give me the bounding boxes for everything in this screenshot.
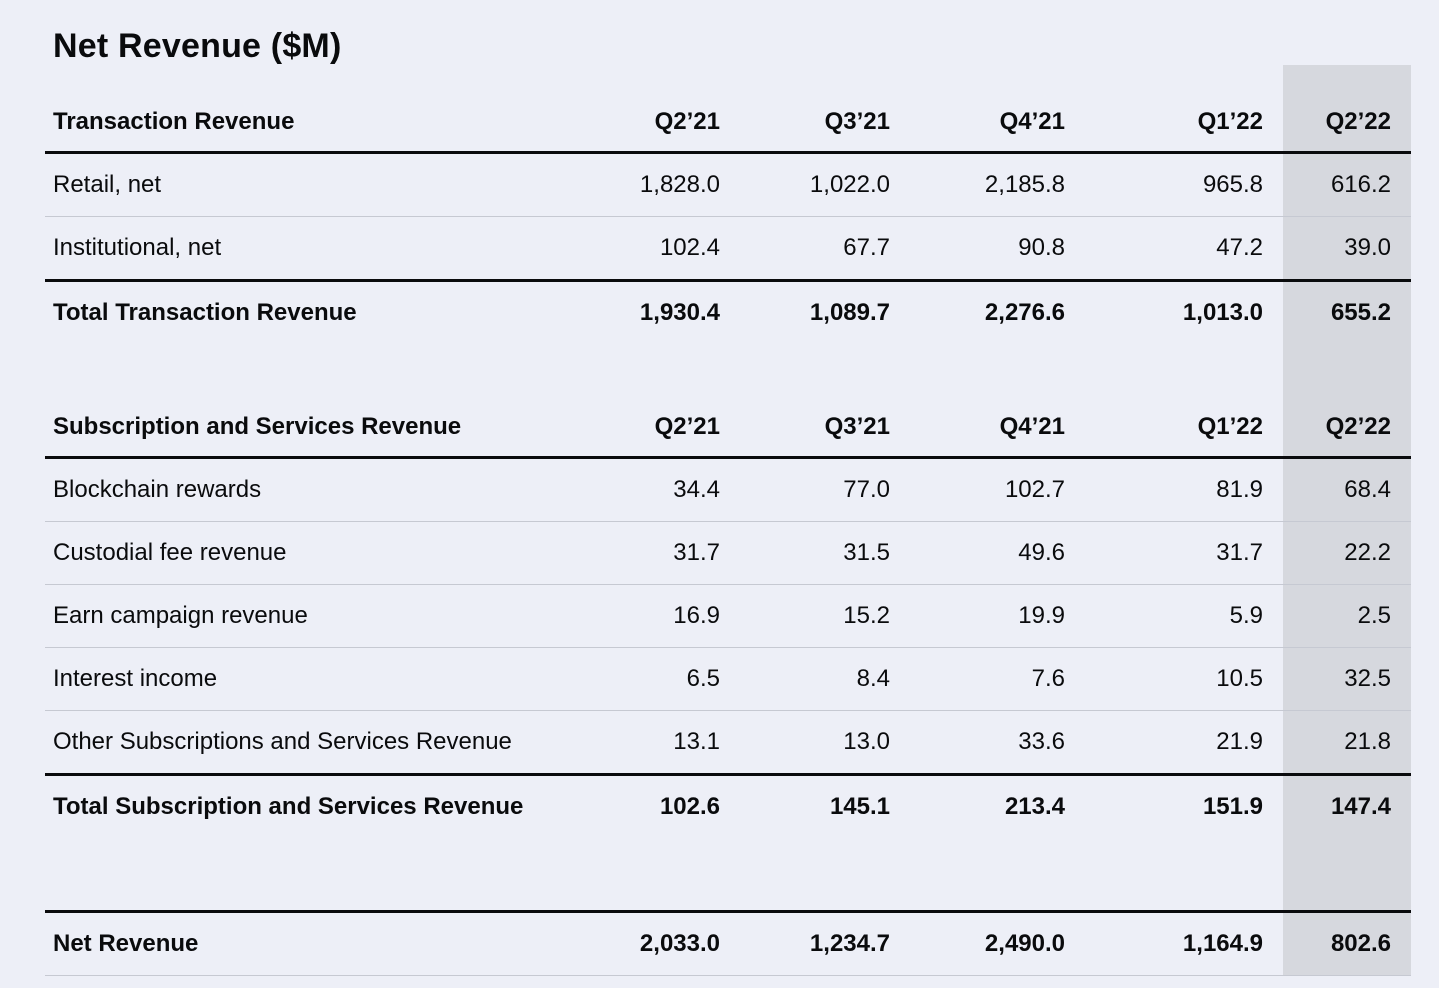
cell-value: 802.6 [1283, 910, 1411, 977]
cell-value: 2,490.0 [910, 910, 1085, 977]
cell-value: 21.8 [1283, 710, 1411, 775]
row-label: Institutional, net [45, 216, 545, 281]
cell-value: 19.9 [910, 584, 1085, 648]
cell-value: 2,185.8 [910, 152, 1085, 217]
cell-value: 1,164.9 [1085, 910, 1283, 977]
section-spacer [45, 344, 1411, 392]
cell-value: 655.2 [1283, 278, 1411, 344]
cell-value: 1,930.4 [545, 278, 740, 344]
table-row-other-subscriptions: Other Subscriptions and Services Revenue… [45, 710, 1411, 775]
cell-value: 8.4 [740, 647, 910, 711]
column-header-q3-21: Q3’21 [740, 86, 910, 154]
row-label: Retail, net [45, 152, 545, 217]
grand-total-label: Net Revenue [45, 910, 545, 977]
page-title: Net Revenue ($M) [53, 27, 342, 65]
cell-value: 10.5 [1085, 647, 1283, 711]
net-revenue-table: Transaction Revenue Q2’21 Q3’21 Q4’21 Q1… [45, 86, 1411, 977]
column-header-q2-21: Q2’21 [545, 86, 740, 154]
cell-value: 77.0 [740, 457, 910, 522]
cell-value: 31.7 [1085, 521, 1283, 585]
cell-value: 213.4 [910, 772, 1085, 838]
cell-value: 49.6 [910, 521, 1085, 585]
column-header-q2-21: Q2’21 [545, 391, 740, 459]
table-row-retail-net: Retail, net 1,828.0 1,022.0 2,185.8 965.… [45, 152, 1411, 217]
cell-value: 31.5 [740, 521, 910, 585]
cell-value: 965.8 [1085, 152, 1283, 217]
section-spacer [45, 838, 1411, 912]
cell-value: 22.2 [1283, 521, 1411, 585]
table-row-earn-campaign-revenue: Earn campaign revenue 16.9 15.2 19.9 5.9… [45, 584, 1411, 648]
cell-value: 1,022.0 [740, 152, 910, 217]
column-header-q2-22: Q2’22 [1283, 391, 1411, 459]
total-row-transaction-revenue: Total Transaction Revenue 1,930.4 1,089.… [45, 278, 1411, 344]
row-label: Earn campaign revenue [45, 584, 545, 648]
table-row-institutional-net: Institutional, net 102.4 67.7 90.8 47.2 … [45, 216, 1411, 281]
cell-value: 102.4 [545, 216, 740, 281]
cell-value: 1,089.7 [740, 278, 910, 344]
column-header-q3-21: Q3’21 [740, 391, 910, 459]
cell-value: 151.9 [1085, 772, 1283, 838]
column-header-q1-22: Q1’22 [1085, 391, 1283, 459]
cell-value: 68.4 [1283, 457, 1411, 522]
row-label: Interest income [45, 647, 545, 711]
cell-value: 102.7 [910, 457, 1085, 522]
section-header-row-subscription: Subscription and Services Revenue Q2’21 … [45, 391, 1411, 459]
cell-value: 102.6 [545, 772, 740, 838]
row-label: Custodial fee revenue [45, 521, 545, 585]
table-row-interest-income: Interest income 6.5 8.4 7.6 10.5 32.5 [45, 647, 1411, 711]
cell-value: 1,828.0 [545, 152, 740, 217]
cell-value: 13.0 [740, 710, 910, 775]
cell-value: 13.1 [545, 710, 740, 775]
cell-value: 616.2 [1283, 152, 1411, 217]
cell-value: 67.7 [740, 216, 910, 281]
total-row-subscription-revenue: Total Subscription and Services Revenue … [45, 772, 1411, 838]
cell-value: 31.7 [545, 521, 740, 585]
cell-value: 81.9 [1085, 457, 1283, 522]
cell-value: 47.2 [1085, 216, 1283, 281]
cell-value: 15.2 [740, 584, 910, 648]
cell-value: 33.6 [910, 710, 1085, 775]
total-row-label: Total Subscription and Services Revenue [45, 772, 545, 838]
cell-value: 2,033.0 [545, 910, 740, 977]
column-header-q4-21: Q4’21 [910, 391, 1085, 459]
section-header-label: Subscription and Services Revenue [45, 391, 545, 459]
section-header-label: Transaction Revenue [45, 86, 545, 154]
column-header-q2-22: Q2’22 [1283, 86, 1411, 154]
column-header-q4-21: Q4’21 [910, 86, 1085, 154]
cell-value: 1,234.7 [740, 910, 910, 977]
table-row-custodial-fee-revenue: Custodial fee revenue 31.7 31.5 49.6 31.… [45, 521, 1411, 585]
total-row-label: Total Transaction Revenue [45, 278, 545, 344]
section-header-row-transaction: Transaction Revenue Q2’21 Q3’21 Q4’21 Q1… [45, 86, 1411, 154]
cell-value: 2,276.6 [910, 278, 1085, 344]
cell-value: 6.5 [545, 647, 740, 711]
cell-value: 147.4 [1283, 772, 1411, 838]
cell-value: 145.1 [740, 772, 910, 838]
cell-value: 21.9 [1085, 710, 1283, 775]
table-row-blockchain-rewards: Blockchain rewards 34.4 77.0 102.7 81.9 … [45, 457, 1411, 522]
column-header-q1-22: Q1’22 [1085, 86, 1283, 154]
cell-value: 5.9 [1085, 584, 1283, 648]
grand-total-row-net-revenue: Net Revenue 2,033.0 1,234.7 2,490.0 1,16… [45, 910, 1411, 977]
row-label: Other Subscriptions and Services Revenue [45, 710, 545, 775]
cell-value: 34.4 [545, 457, 740, 522]
cell-value: 1,013.0 [1085, 278, 1283, 344]
cell-value: 2.5 [1283, 584, 1411, 648]
cell-value: 16.9 [545, 584, 740, 648]
row-label: Blockchain rewards [45, 457, 545, 522]
cell-value: 7.6 [910, 647, 1085, 711]
cell-value: 39.0 [1283, 216, 1411, 281]
cell-value: 90.8 [910, 216, 1085, 281]
cell-value: 32.5 [1283, 647, 1411, 711]
